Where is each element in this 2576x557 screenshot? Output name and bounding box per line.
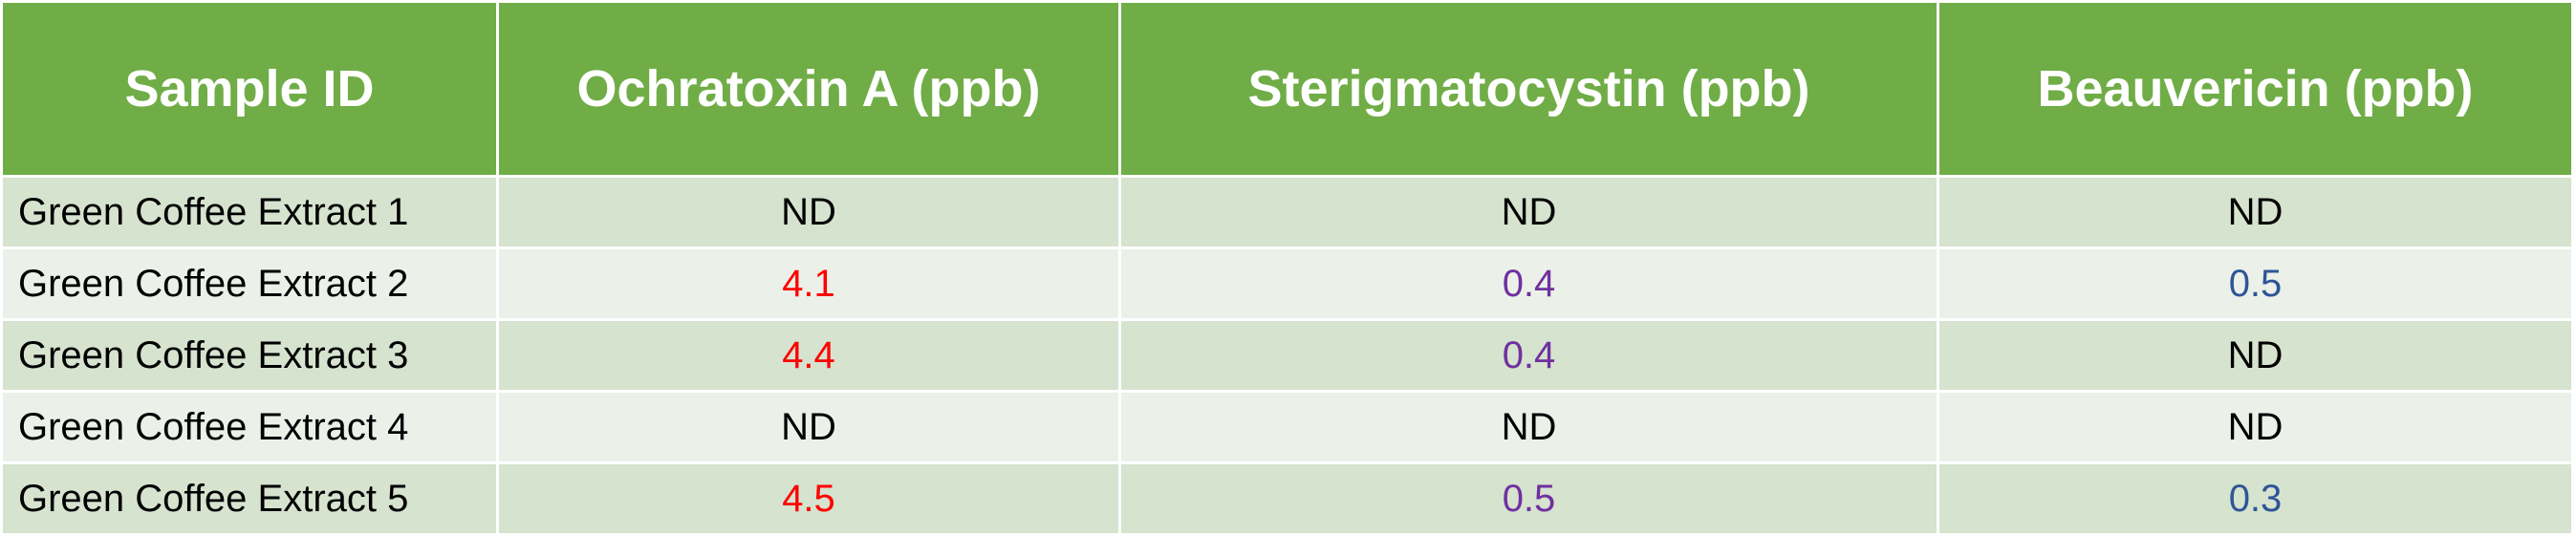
- cell-value: ND: [1118, 390, 1939, 464]
- column-header: Beauvericin (ppb): [1937, 0, 2574, 178]
- sample-id: Green Coffee Extract 1: [0, 175, 499, 249]
- table-body: Green Coffee Extract 1 ND ND ND Green Coffee…: [0, 175, 2574, 536]
- cell-value: 0.4: [1118, 246, 1939, 321]
- table-row: Green Coffee Extract 3 4.4 0.4 ND: [0, 318, 2574, 393]
- table-row: Green Coffee Extract 4 ND ND ND: [0, 390, 2574, 464]
- column-header: Ochratoxin A (ppb): [496, 0, 1121, 178]
- cell-value: ND: [1118, 175, 1939, 249]
- cell-value: ND: [496, 175, 1121, 249]
- column-header: Sterigmatocystin (ppb): [1118, 0, 1939, 178]
- column-header: Sample ID: [0, 0, 499, 178]
- header-row: Sample ID Ochratoxin A (ppb) Sterigmatocys…: [0, 0, 2574, 178]
- cell-value: 0.3: [1937, 461, 2574, 536]
- table-row: Green Coffee Extract 1 ND ND ND: [0, 175, 2574, 249]
- cell-value: 0.5: [1937, 246, 2574, 321]
- table-row: Green Coffee Extract 5 4.5 0.5 0.3: [0, 461, 2574, 536]
- cell-value: 0.5: [1118, 461, 1939, 536]
- sample-id: Green Coffee Extract 2: [0, 246, 499, 321]
- cell-value: ND: [496, 390, 1121, 464]
- cell-value: ND: [1937, 390, 2574, 464]
- sample-id: Green Coffee Extract 4: [0, 390, 499, 464]
- cell-value: 4.1: [496, 246, 1121, 321]
- cell-value: 4.5: [496, 461, 1121, 536]
- cell-value: ND: [1937, 318, 2574, 393]
- table-row: Green Coffee Extract 2 4.1 0.4 0.5: [0, 246, 2574, 321]
- data-table: Sample ID Ochratoxin A (ppb) Sterigmatocys…: [0, 0, 2574, 536]
- cell-value: 0.4: [1118, 318, 1939, 393]
- sample-id: Green Coffee Extract 5: [0, 461, 499, 536]
- cell-value: 4.4: [496, 318, 1121, 393]
- sample-id: Green Coffee Extract 3: [0, 318, 499, 393]
- cell-value: ND: [1937, 175, 2574, 249]
